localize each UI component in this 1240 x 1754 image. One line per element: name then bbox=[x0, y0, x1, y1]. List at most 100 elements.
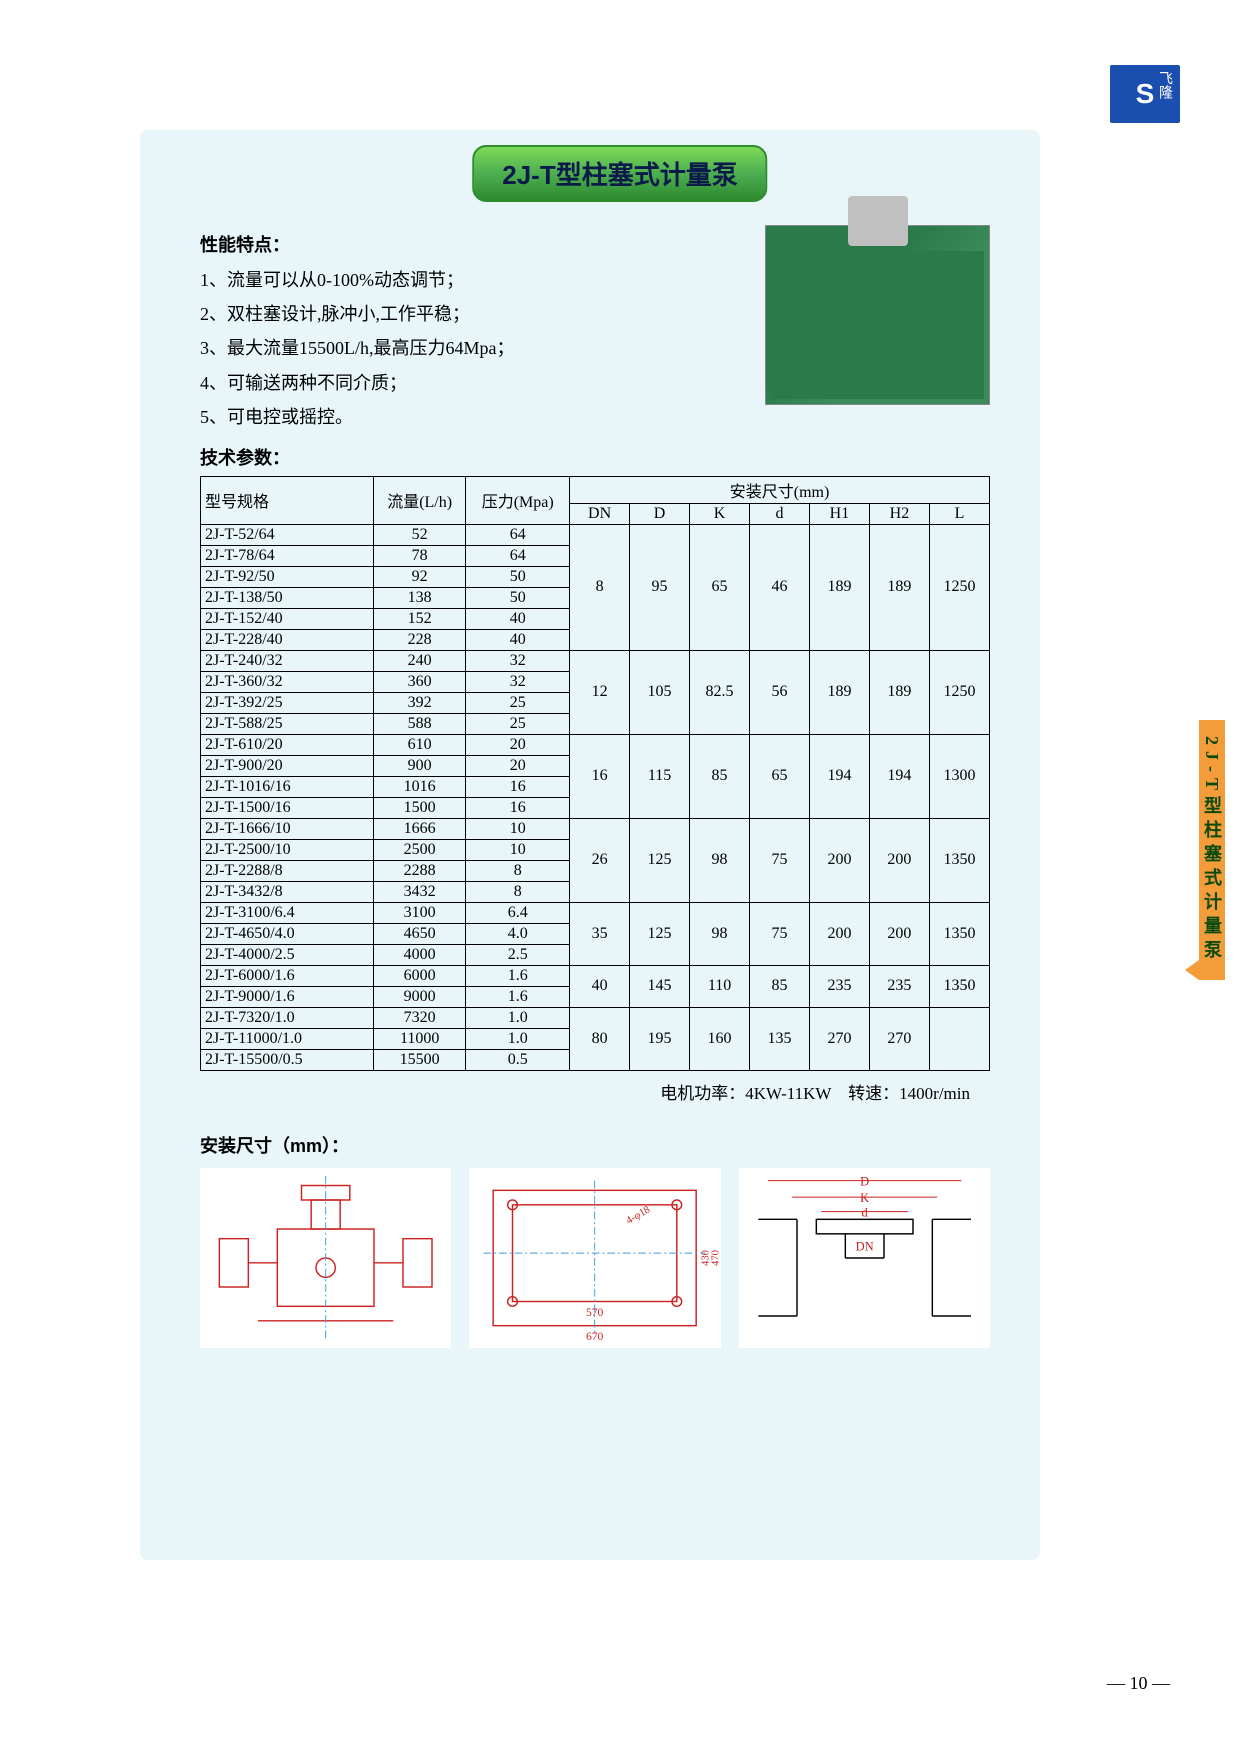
cell-model: 2J-T-52/64 bbox=[201, 524, 374, 545]
cell-model: 2J-T-2500/10 bbox=[201, 839, 374, 860]
table-row: 2J-T-610/20610201611585651941941300 bbox=[201, 734, 990, 755]
cell-dim: 125 bbox=[630, 902, 690, 965]
cell-flow: 3432 bbox=[374, 881, 466, 902]
cell-flow: 1016 bbox=[374, 776, 466, 797]
cell-flow: 138 bbox=[374, 587, 466, 608]
cell-pressure: 2.5 bbox=[466, 944, 570, 965]
cell-model: 2J-T-900/20 bbox=[201, 755, 374, 776]
cell-dim: 40 bbox=[570, 965, 630, 1007]
cell-dim: 1350 bbox=[929, 965, 989, 1007]
cell-dim: 105 bbox=[630, 650, 690, 734]
dim-470: 470 bbox=[711, 1250, 721, 1266]
diagram-flange: D K d DN bbox=[739, 1168, 990, 1348]
product-photo bbox=[765, 225, 990, 405]
cell-flow: 392 bbox=[374, 692, 466, 713]
cell-model: 2J-T-392/25 bbox=[201, 692, 374, 713]
cell-dim: 95 bbox=[630, 524, 690, 650]
cell-pressure: 1.6 bbox=[466, 986, 570, 1007]
cell-flow: 3100 bbox=[374, 902, 466, 923]
cell-pressure: 1.0 bbox=[466, 1007, 570, 1028]
th-pressure: 压力(Mpa) bbox=[466, 476, 570, 524]
cell-dim: 1300 bbox=[929, 734, 989, 818]
brand-logo: S 飞隆 bbox=[1110, 65, 1180, 123]
cell-dim: 115 bbox=[630, 734, 690, 818]
cell-flow: 4650 bbox=[374, 923, 466, 944]
page-title-badge: 2J-T型柱塞式计量泵 bbox=[472, 145, 767, 202]
dim-570: 570 bbox=[586, 1306, 604, 1319]
cell-dim: 1250 bbox=[929, 650, 989, 734]
cell-model: 2J-T-360/32 bbox=[201, 671, 374, 692]
cell-dim: 26 bbox=[570, 818, 630, 902]
cell-pressure: 1.6 bbox=[466, 965, 570, 986]
cell-dim: 12 bbox=[570, 650, 630, 734]
table-row: 2J-T-7320/1.073201.080195160135270270 bbox=[201, 1007, 990, 1028]
cell-flow: 360 bbox=[374, 671, 466, 692]
cell-dim: 135 bbox=[750, 1007, 810, 1070]
cell-dim: 145 bbox=[630, 965, 690, 1007]
cell-pressure: 40 bbox=[466, 629, 570, 650]
cell-model: 2J-T-610/20 bbox=[201, 734, 374, 755]
cell-model: 2J-T-4650/4.0 bbox=[201, 923, 374, 944]
cell-flow: 78 bbox=[374, 545, 466, 566]
cell-dim: 35 bbox=[570, 902, 630, 965]
cell-model: 2J-T-11000/1.0 bbox=[201, 1028, 374, 1049]
cell-dim: 189 bbox=[869, 524, 929, 650]
cell-pressure: 6.4 bbox=[466, 902, 570, 923]
cell-flow: 7320 bbox=[374, 1007, 466, 1028]
cell-dim: 195 bbox=[630, 1007, 690, 1070]
table-row: 2J-T-240/32240321210582.5561891891250 bbox=[201, 650, 990, 671]
pump-body-shape bbox=[771, 251, 984, 399]
cell-dim: 82.5 bbox=[690, 650, 750, 734]
cell-flow: 228 bbox=[374, 629, 466, 650]
cell-model: 2J-T-15500/0.5 bbox=[201, 1049, 374, 1070]
side-tab: 2J-T型柱塞式计量泵 bbox=[1199, 720, 1225, 980]
cell-model: 2J-T-78/64 bbox=[201, 545, 374, 566]
cell-flow: 1500 bbox=[374, 797, 466, 818]
th-dim: K bbox=[690, 503, 750, 524]
cell-pressure: 50 bbox=[466, 566, 570, 587]
dim-K: K bbox=[860, 1191, 869, 1205]
cell-dim: 75 bbox=[750, 818, 810, 902]
cell-dim: 189 bbox=[869, 650, 929, 734]
cell-model: 2J-T-6000/1.6 bbox=[201, 965, 374, 986]
cell-flow: 610 bbox=[374, 734, 466, 755]
cell-model: 2J-T-7320/1.0 bbox=[201, 1007, 374, 1028]
table-row: 2J-T-1666/101666102612598752002001350 bbox=[201, 818, 990, 839]
cell-pressure: 1.0 bbox=[466, 1028, 570, 1049]
cell-flow: 1666 bbox=[374, 818, 466, 839]
cell-flow: 240 bbox=[374, 650, 466, 671]
table-row: 2J-T-6000/1.660001.640145110852352351350 bbox=[201, 965, 990, 986]
cell-pressure: 20 bbox=[466, 734, 570, 755]
cell-flow: 2288 bbox=[374, 860, 466, 881]
cell-model: 2J-T-2288/8 bbox=[201, 860, 374, 881]
th-dim: H1 bbox=[809, 503, 869, 524]
cell-dim: 125 bbox=[630, 818, 690, 902]
dims-heading: 安装尺寸（mm）： bbox=[200, 1132, 990, 1158]
th-flow: 流量(L/h) bbox=[374, 476, 466, 524]
cell-model: 2J-T-152/40 bbox=[201, 608, 374, 629]
cell-pressure: 8 bbox=[466, 860, 570, 881]
cell-flow: 11000 bbox=[374, 1028, 466, 1049]
cell-dim: 270 bbox=[869, 1007, 929, 1070]
cell-flow: 9000 bbox=[374, 986, 466, 1007]
cell-dim: 189 bbox=[809, 524, 869, 650]
cell-model: 2J-T-3100/6.4 bbox=[201, 902, 374, 923]
cell-pressure: 20 bbox=[466, 755, 570, 776]
params-heading: 技术参数： bbox=[200, 444, 990, 470]
cell-dim: 1250 bbox=[929, 524, 989, 650]
spec-table-header: 型号规格 流量(L/h) 压力(Mpa) 安装尺寸(mm) DNDKdH1H2L bbox=[201, 476, 990, 524]
cell-pressure: 25 bbox=[466, 713, 570, 734]
th-model: 型号规格 bbox=[201, 476, 374, 524]
cell-flow: 152 bbox=[374, 608, 466, 629]
cell-pressure: 50 bbox=[466, 587, 570, 608]
cell-dim: 235 bbox=[809, 965, 869, 1007]
cell-dim: 85 bbox=[750, 965, 810, 1007]
cell-pressure: 25 bbox=[466, 692, 570, 713]
cell-dim: 16 bbox=[570, 734, 630, 818]
cell-model: 2J-T-3432/8 bbox=[201, 881, 374, 902]
cell-pressure: 10 bbox=[466, 818, 570, 839]
cell-dim: 270 bbox=[809, 1007, 869, 1070]
th-dims-group: 安装尺寸(mm) bbox=[570, 476, 990, 503]
th-dim: H2 bbox=[869, 503, 929, 524]
cell-model: 2J-T-138/50 bbox=[201, 587, 374, 608]
